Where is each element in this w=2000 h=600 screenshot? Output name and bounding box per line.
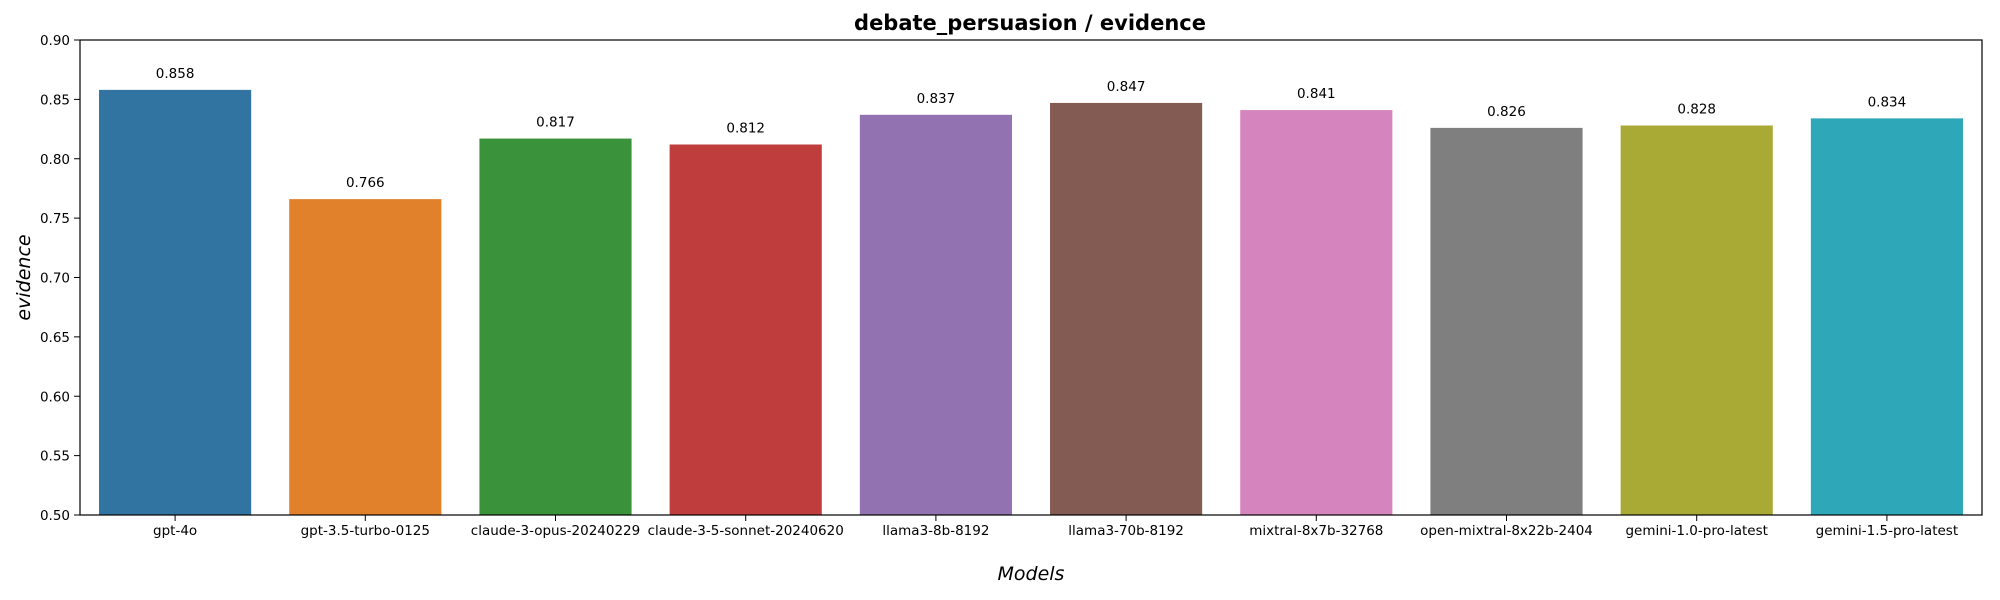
x-tick-label: llama3-70b-8192	[1068, 523, 1184, 539]
y-axis: 0.50 0.55 0.60 0.65 0.70 0.75 0.80 0.85 0.90	[40, 33, 80, 524]
x-axis-label: Models	[998, 563, 1065, 585]
chart-title: debate_persuasion / evidence	[854, 11, 1206, 35]
bars: 0.858 0.766 0.817 0.812 0.837 0.847 0.841 0.826…	[99, 66, 1963, 515]
bar	[1050, 102, 1203, 515]
bar-value-label: 0.828	[1677, 102, 1716, 118]
y-tick-label: 0.55	[40, 449, 70, 465]
y-tick-label: 0.80	[40, 152, 70, 168]
y-axis-label: evidence	[13, 234, 35, 320]
bar-value-label: 0.766	[346, 175, 385, 191]
bar	[669, 144, 822, 515]
plot-frame	[79, 39, 1983, 516]
y-tick-label: 0.75	[40, 211, 70, 227]
bar	[289, 199, 442, 515]
y-tick-label: 0.65	[40, 330, 70, 346]
bar-value-label: 0.834	[1868, 94, 1907, 110]
bar-value-label: 0.841	[1297, 86, 1336, 102]
x-tick-label: claude-3-5-sonnet-20240620	[648, 523, 844, 539]
x-tick-label: mixtral-8x7b-32768	[1249, 523, 1383, 539]
y-tick-label: 0.90	[40, 33, 70, 49]
bar-value-label: 0.847	[1107, 79, 1146, 95]
bar-value-label: 0.817	[536, 115, 575, 131]
y-tick-label: 0.70	[40, 271, 70, 287]
x-tick-label: claude-3-opus-20240229	[471, 523, 640, 539]
x-tick-label: gpt-4o	[153, 523, 197, 539]
bar-value-label: 0.837	[917, 91, 956, 107]
bar-value-label: 0.858	[156, 66, 195, 82]
x-tick-label: llama3-8b-8192	[882, 523, 989, 539]
bar	[1810, 118, 1963, 515]
bar-value-label: 0.826	[1487, 104, 1526, 120]
x-tick-label: open-mixtral-8x22b-2404	[1420, 523, 1593, 539]
bar	[99, 89, 252, 515]
x-tick-label: gemini-1.5-pro-latest	[1816, 523, 1958, 539]
x-tick-label: gemini-1.0-pro-latest	[1625, 523, 1767, 539]
y-tick-label: 0.85	[40, 92, 70, 108]
bar-value-label: 0.812	[726, 121, 765, 137]
y-tick-label: 0.50	[40, 508, 70, 524]
bar	[859, 114, 1012, 515]
x-axis: gpt-4o gpt-3.5-turbo-0125 claude-3-opus-20…	[153, 515, 1958, 539]
bar	[479, 138, 632, 515]
bar	[1240, 110, 1393, 515]
bar	[1620, 125, 1773, 515]
y-tick-label: 0.60	[40, 389, 70, 405]
bar	[1430, 127, 1583, 515]
x-tick-label: gpt-3.5-turbo-0125	[301, 523, 430, 539]
